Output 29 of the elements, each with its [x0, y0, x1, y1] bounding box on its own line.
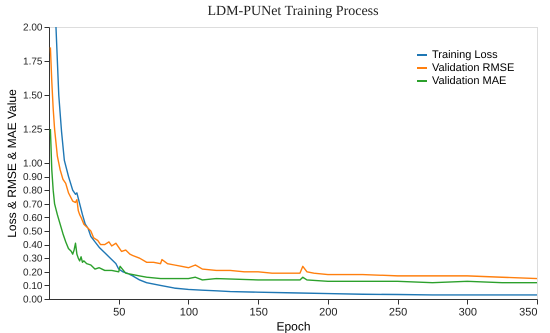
- legend-label: Validation MAE: [432, 75, 506, 87]
- x-tick-label: 200: [319, 306, 338, 318]
- y-tick-label: 1.50: [23, 90, 43, 102]
- y-tick-label: 0.10: [23, 280, 43, 292]
- y-tick-label: 1.00: [23, 158, 43, 170]
- y-tick-label: 0.50: [23, 226, 43, 238]
- y-tick-label: 0.90: [23, 172, 43, 184]
- y-tick-label: 0.80: [23, 186, 43, 197]
- y-axis-title: Loss & RMSE & MAE Value: [5, 88, 20, 238]
- x-tick-label: 300: [458, 306, 477, 318]
- x-tick-label: 100: [180, 306, 198, 318]
- x-tick-label: 350: [519, 306, 538, 318]
- y-tick-label: 1.75: [23, 56, 43, 68]
- legend-label: Training Loss: [432, 49, 498, 61]
- line-series: [50, 128, 538, 284]
- y-tick-label: 0.60: [23, 212, 43, 224]
- y-tick-label: 2.00: [23, 22, 43, 34]
- legend-label: Validation RMSE: [432, 62, 514, 74]
- x-tick-label: 50: [113, 306, 126, 318]
- y-tick-label: 0.40: [23, 240, 43, 252]
- chart-title: LDM-PUNet Training Process: [207, 4, 379, 19]
- y-tick-label: 0.30: [23, 254, 43, 265]
- x-tick-label: 250: [388, 306, 408, 318]
- y-tick-label: 0.20: [23, 267, 43, 278]
- y-tick-label: 1.25: [23, 124, 43, 136]
- x-axis-title: Epoch: [276, 320, 311, 333]
- y-tick-label: 0.00: [23, 294, 43, 306]
- y-tick-label: 0.70: [23, 199, 43, 210]
- x-tick-label: 150: [249, 306, 268, 318]
